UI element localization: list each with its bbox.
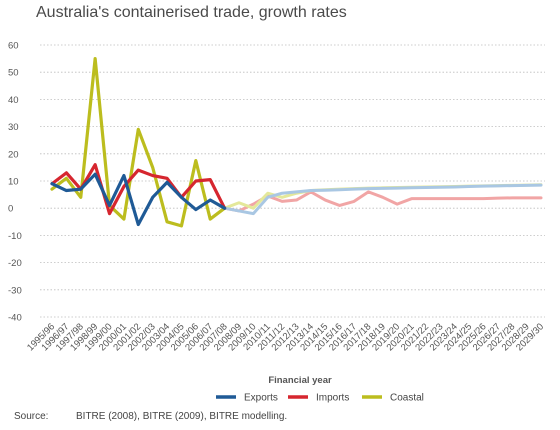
y-tick-label: 0 bbox=[8, 204, 13, 215]
y-tick-label: -20 bbox=[8, 258, 22, 269]
y-tick-label: 10 bbox=[8, 177, 19, 188]
legend-label-exports: Exports bbox=[244, 393, 278, 404]
series-line-exports bbox=[50, 172, 227, 227]
x-axis-title: Financial year bbox=[268, 375, 332, 386]
y-tick-label: 30 bbox=[8, 122, 19, 133]
series-line-forecast-3 bbox=[223, 190, 543, 213]
gridlines bbox=[40, 44, 545, 318]
y-tick-label: -30 bbox=[8, 285, 22, 296]
chart-title: Australia's containerised trade, growth … bbox=[36, 4, 347, 21]
y-axis: 60 50 40 30 20 10 0 -10 -20 -30 -40 bbox=[8, 41, 22, 324]
y-tick-label: 50 bbox=[8, 68, 19, 79]
source-text: BITRE (2008), BITRE (2009), BITRE modell… bbox=[76, 411, 288, 422]
source-note: Source: BITRE (2008), BITRE (2009), BITRE… bbox=[14, 411, 287, 422]
legend-label-coastal: Coastal bbox=[390, 393, 424, 404]
legend-label-imports: Imports bbox=[316, 393, 349, 404]
y-tick-label: -40 bbox=[8, 313, 22, 324]
series-lines bbox=[50, 57, 543, 228]
y-tick-label: 60 bbox=[8, 41, 19, 52]
legend: Exports Imports Coastal bbox=[216, 393, 424, 404]
series-line-coastal bbox=[50, 57, 227, 228]
y-tick-label: 40 bbox=[8, 95, 19, 106]
y-tick-label: -10 bbox=[8, 231, 22, 242]
y-tick-label: 20 bbox=[8, 149, 19, 160]
x-axis: 1995/961996/971997/981998/991999/002000/… bbox=[25, 321, 546, 353]
source-label: Source: bbox=[14, 411, 49, 422]
series-line-forecast-5 bbox=[223, 183, 543, 216]
